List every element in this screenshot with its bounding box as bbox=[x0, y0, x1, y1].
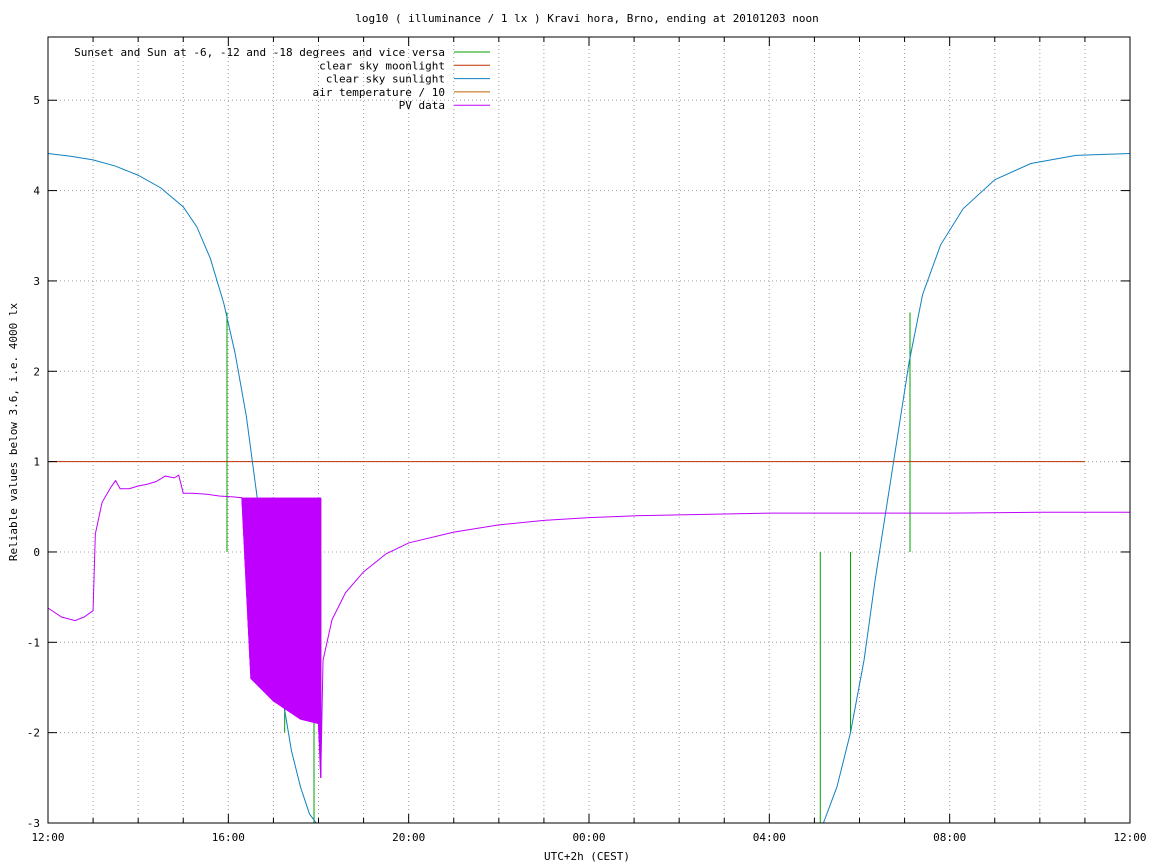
x-tick-label: 20:00 bbox=[392, 831, 425, 844]
x-tick-label: 16:00 bbox=[212, 831, 245, 844]
axis-ticks: 12:00 16:00 20:00 00:00 04:00 08:00 12:00-3-2-… bbox=[27, 37, 1147, 844]
x-tick-label: 00:00 bbox=[572, 831, 605, 844]
x-tick-label: 12:00 bbox=[31, 831, 64, 844]
x-tick-label: 04:00 bbox=[753, 831, 786, 844]
y-tick-label: 3 bbox=[33, 275, 40, 288]
y-tick-label: -3 bbox=[27, 817, 40, 830]
y-axis-label: Reliable values below 3.6, i.e. 4000 lx bbox=[7, 302, 20, 561]
legend-label: clear sky sunlight bbox=[326, 73, 445, 86]
legend-label: air temperature / 10 bbox=[313, 86, 445, 99]
y-tick-label: 1 bbox=[33, 456, 40, 469]
legend-label: PV data bbox=[399, 99, 445, 112]
x-tick-label: 12:00 bbox=[1113, 831, 1146, 844]
y-tick-label: 2 bbox=[33, 365, 40, 378]
y-tick-label: -2 bbox=[27, 727, 40, 740]
x-tick-label: 08:00 bbox=[933, 831, 966, 844]
legend-label: Sunset and Sun at -6, -12 and -18 degree… bbox=[74, 46, 445, 59]
y-tick-label: 4 bbox=[33, 185, 40, 198]
series-group bbox=[47, 153, 1131, 824]
x-axis-label: UTC+2h (CEST) bbox=[544, 850, 630, 863]
legend: Sunset and Sun at -6, -12 and -18 degree… bbox=[74, 46, 490, 112]
chart-title: log10 ( illuminance / 1 lx ) Kravi hora,… bbox=[355, 12, 819, 25]
series-3-line-morning bbox=[822, 153, 1131, 824]
y-tick-label: 0 bbox=[33, 546, 40, 559]
y-tick-label: -1 bbox=[27, 636, 40, 649]
legend-label: clear sky moonlight bbox=[319, 59, 445, 72]
series-3-line bbox=[47, 153, 317, 824]
series-5-noise-band bbox=[241, 497, 322, 778]
y-tick-label: 5 bbox=[33, 94, 40, 107]
